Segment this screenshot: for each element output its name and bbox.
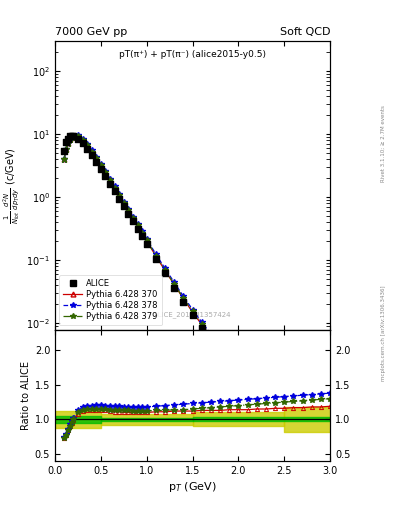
Point — [116, 195, 122, 203]
Point — [272, 416, 278, 424]
Point — [125, 209, 132, 218]
Point — [171, 284, 177, 292]
Point — [263, 405, 269, 413]
Point — [88, 152, 95, 160]
Point — [208, 336, 214, 345]
Point — [65, 135, 71, 143]
Point — [112, 187, 118, 195]
Point — [68, 132, 75, 140]
Text: ALICE_2015_I1357424: ALICE_2015_I1357424 — [154, 311, 231, 318]
Point — [61, 146, 67, 155]
Point — [180, 298, 187, 306]
Text: 7000 GeV pp: 7000 GeV pp — [55, 27, 127, 37]
Point — [153, 255, 159, 263]
Point — [93, 158, 99, 166]
Point — [253, 394, 260, 402]
Text: Rivet 3.1.10; ≥ 2.7M events: Rivet 3.1.10; ≥ 2.7M events — [381, 105, 386, 182]
Legend: ALICE, Pythia 6.428 370, Pythia 6.428 378, Pythia 6.428 379: ALICE, Pythia 6.428 370, Pythia 6.428 37… — [59, 275, 162, 326]
Point — [244, 383, 251, 391]
Point — [327, 477, 333, 485]
Point — [198, 324, 205, 332]
X-axis label: p$_{T}$ (GeV): p$_{T}$ (GeV) — [168, 480, 217, 494]
Point — [139, 232, 145, 240]
Point — [75, 135, 81, 143]
Point — [226, 361, 232, 369]
Point — [98, 165, 104, 173]
Point — [217, 349, 223, 357]
Point — [79, 139, 86, 147]
Text: mcplots.cern.ch [arXiv:1306.3436]: mcplots.cern.ch [arXiv:1306.3436] — [381, 285, 386, 380]
Point — [235, 372, 242, 380]
Point — [143, 240, 150, 248]
Point — [121, 202, 127, 210]
Point — [66, 133, 73, 141]
Point — [162, 269, 168, 278]
Point — [189, 311, 196, 319]
Point — [63, 138, 69, 146]
Point — [107, 180, 113, 188]
Point — [134, 224, 141, 232]
Point — [130, 217, 136, 225]
Point — [102, 172, 108, 180]
Point — [70, 132, 77, 140]
Y-axis label: $\frac{1}{N_{tot}}\,\frac{d^2N}{dp_Tdy}$ (c/GeV): $\frac{1}{N_{tot}}\,\frac{d^2N}{dp_Tdy}$… — [1, 147, 22, 224]
Point — [318, 467, 324, 475]
Y-axis label: Ratio to ALICE: Ratio to ALICE — [20, 360, 31, 430]
Point — [290, 436, 297, 444]
Text: Soft QCD: Soft QCD — [280, 27, 330, 37]
Point — [299, 446, 306, 455]
Text: pT(π⁺) + pT(π⁻) (alice2015-y0.5): pT(π⁺) + pT(π⁻) (alice2015-y0.5) — [119, 50, 266, 58]
Point — [84, 145, 90, 153]
Point — [281, 426, 287, 434]
Point — [309, 457, 315, 465]
